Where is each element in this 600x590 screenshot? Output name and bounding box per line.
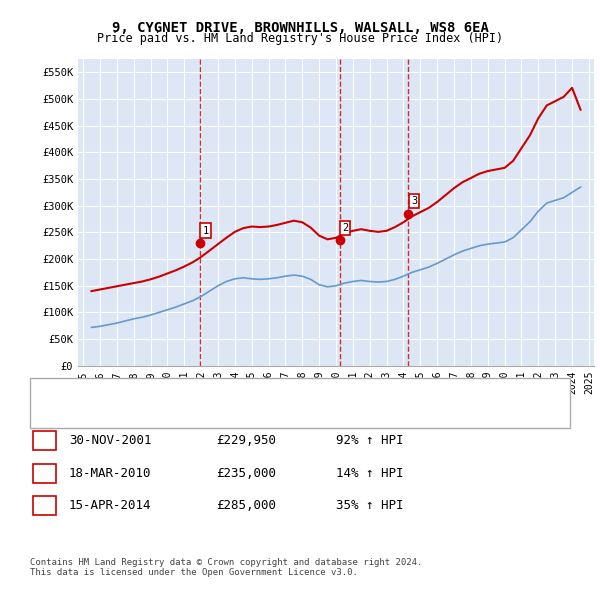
Text: 2: 2: [41, 467, 48, 480]
Text: £229,950: £229,950: [216, 434, 276, 447]
Text: 30-NOV-2001: 30-NOV-2001: [69, 434, 151, 447]
Text: 15-APR-2014: 15-APR-2014: [69, 499, 151, 512]
Text: Contains HM Land Registry data © Crown copyright and database right 2024.
This d: Contains HM Land Registry data © Crown c…: [30, 558, 422, 577]
Text: £285,000: £285,000: [216, 499, 276, 512]
Text: £235,000: £235,000: [216, 467, 276, 480]
Text: 92% ↑ HPI: 92% ↑ HPI: [336, 434, 404, 447]
Text: —: —: [48, 406, 66, 424]
Text: 3: 3: [41, 499, 48, 512]
Text: 3: 3: [411, 196, 417, 206]
Text: 9, CYGNET DRIVE, BROWNHILLS, WALSALL, WS8 6EA: 9, CYGNET DRIVE, BROWNHILLS, WALSALL, WS…: [112, 21, 488, 35]
Text: Price paid vs. HM Land Registry's House Price Index (HPI): Price paid vs. HM Land Registry's House …: [97, 32, 503, 45]
Text: 2: 2: [342, 223, 348, 233]
Text: 9, CYGNET DRIVE, BROWNHILLS, WALSALL, WS8 6EA (detached house): 9, CYGNET DRIVE, BROWNHILLS, WALSALL, WS…: [78, 384, 442, 393]
Text: —: —: [48, 379, 66, 397]
Text: HPI: Average price, detached house, Walsall: HPI: Average price, detached house, Wals…: [78, 410, 331, 419]
Text: 1: 1: [202, 225, 208, 235]
Text: 35% ↑ HPI: 35% ↑ HPI: [336, 499, 404, 512]
Text: 14% ↑ HPI: 14% ↑ HPI: [336, 467, 404, 480]
Text: 1: 1: [41, 434, 48, 447]
Text: 18-MAR-2010: 18-MAR-2010: [69, 467, 151, 480]
